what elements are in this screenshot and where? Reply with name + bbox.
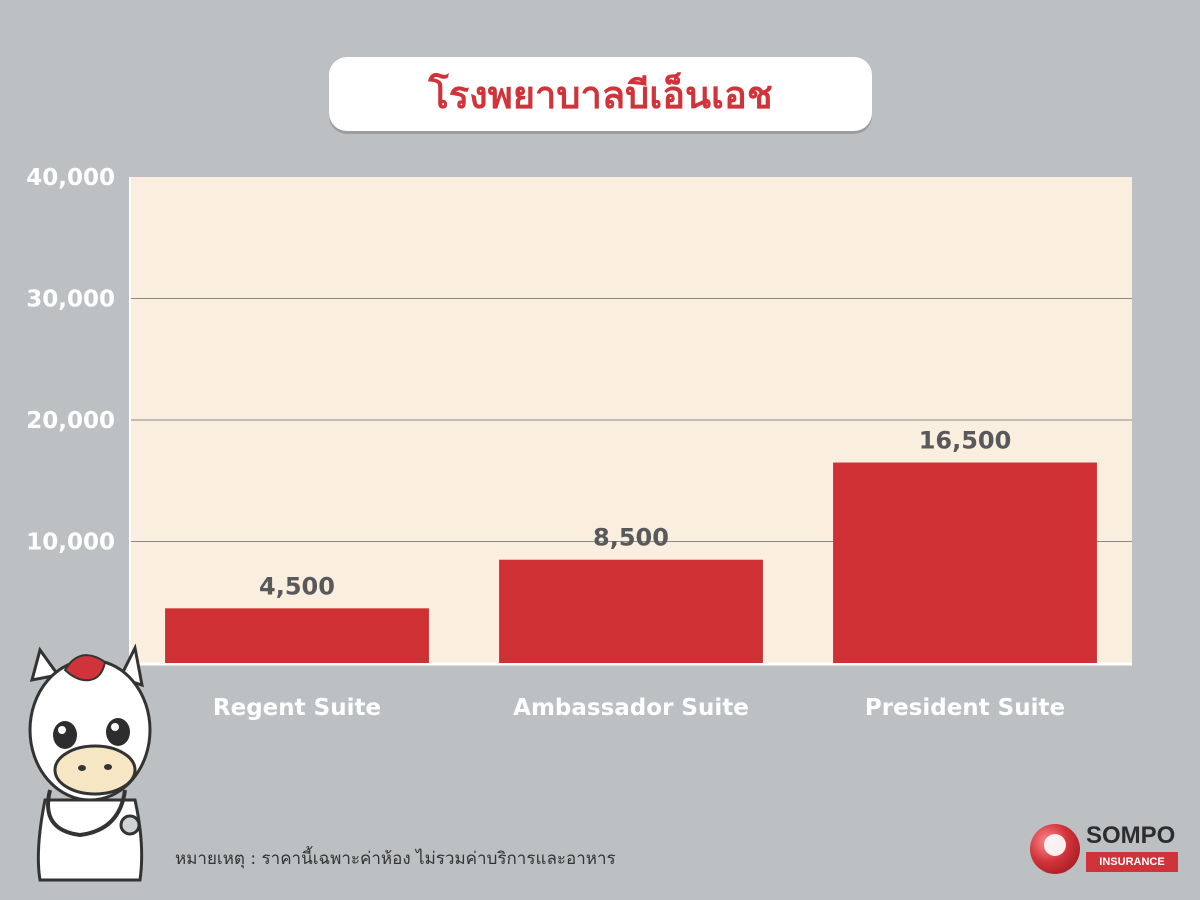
logo-wordmark: SOMPO [1086, 822, 1176, 849]
y-tick-label: 20,000 [26, 408, 115, 434]
chart-title: โรงพยาบาลบีเอ็นเอช [428, 72, 773, 117]
data-label: 4,500 [259, 572, 335, 600]
bar [165, 608, 429, 663]
y-tick-label: 10,000 [26, 530, 115, 556]
y-tick-label: 40,000 [26, 165, 115, 191]
sompo-logo: SOMPO INSURANCE [1030, 822, 1180, 878]
x-tick-label: Regent Suite [213, 695, 381, 721]
x-tick-label: President Suite [865, 695, 1065, 721]
data-label: 16,500 [919, 427, 1012, 455]
data-label: 8,500 [593, 524, 669, 552]
bars [165, 462, 1097, 663]
x-tick-labels: Regent Suite Ambassador Suite President Su… [213, 695, 1065, 721]
bar [499, 559, 763, 663]
mascot-illustration [28, 643, 152, 882]
title-box: โรงพยาบาลบีเอ็นเอช [329, 57, 872, 131]
value-labels: 4,500 8,500 16,500 [259, 427, 1011, 601]
y-tick-labels: 10,000 20,000 30,000 40,000 [26, 165, 115, 556]
logo-subtitle: INSURANCE [1086, 852, 1178, 872]
axes [129, 177, 1132, 666]
x-tick-label: Ambassador Suite [513, 695, 749, 721]
y-tick-label: 30,000 [26, 287, 115, 313]
footnote: หมายเหตุ : ราคานี้เฉพาะค่าห้อง ไม่รวมค่า… [175, 849, 616, 869]
sompo-logo-icon [1030, 824, 1080, 874]
bar [833, 462, 1097, 663]
